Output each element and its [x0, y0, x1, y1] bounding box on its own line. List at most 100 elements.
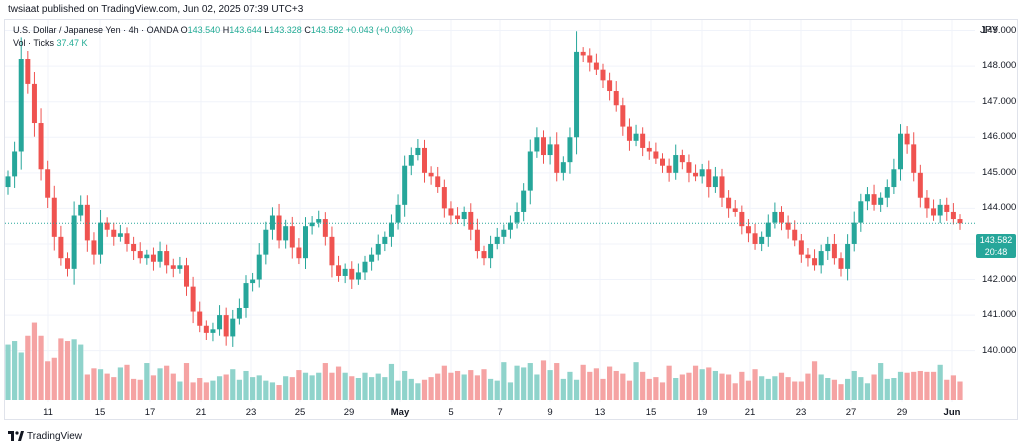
candle[interactable] [574, 31, 580, 155]
candle[interactable] [322, 212, 328, 246]
candle[interactable] [38, 108, 44, 181]
candle[interactable] [666, 158, 672, 182]
candle[interactable] [924, 190, 930, 218]
candle[interactable] [170, 258, 176, 278]
candle[interactable] [157, 241, 163, 268]
candle[interactable] [798, 234, 804, 263]
candle[interactable] [838, 252, 844, 277]
candle[interactable] [937, 198, 943, 224]
candle[interactable] [184, 257, 189, 296]
candle[interactable] [745, 219, 751, 243]
candle[interactable] [640, 127, 646, 157]
candle[interactable] [494, 227, 500, 250]
candle[interactable] [507, 215, 513, 239]
candle[interactable] [104, 217, 110, 237]
candle[interactable] [230, 309, 236, 347]
candle[interactable] [878, 192, 884, 212]
candle[interactable] [131, 236, 137, 260]
candle[interactable] [342, 263, 348, 284]
candle[interactable] [58, 225, 64, 266]
candle[interactable] [441, 179, 447, 218]
candle[interactable] [336, 255, 342, 282]
candle[interactable] [706, 160, 712, 198]
candle[interactable] [164, 244, 170, 274]
candle[interactable] [12, 141, 18, 188]
candle[interactable] [481, 245, 487, 266]
candle[interactable] [474, 218, 480, 259]
candle[interactable] [858, 193, 864, 232]
candle[interactable] [686, 154, 692, 183]
candle[interactable] [607, 72, 613, 101]
candle[interactable] [263, 221, 269, 265]
candle[interactable] [468, 203, 474, 241]
candle[interactable] [825, 236, 831, 260]
candle[interactable] [316, 210, 322, 228]
candle[interactable] [765, 214, 771, 247]
candle[interactable] [111, 222, 117, 246]
candle[interactable] [18, 37, 24, 170]
candle[interactable] [250, 272, 256, 292]
tradingview-brand[interactable]: TradingView [8, 431, 82, 442]
candle[interactable] [45, 160, 51, 209]
candle[interactable] [646, 141, 652, 160]
candle[interactable] [91, 232, 97, 265]
candle[interactable] [779, 206, 784, 231]
candle[interactable] [217, 305, 223, 336]
candle[interactable] [626, 118, 632, 151]
candle[interactable] [303, 217, 308, 270]
candle[interactable] [931, 199, 937, 221]
candle[interactable] [726, 190, 732, 218]
candle[interactable] [369, 247, 375, 271]
candle[interactable] [210, 322, 216, 342]
candle[interactable] [732, 200, 738, 217]
candle[interactable] [521, 183, 527, 222]
candle[interactable] [435, 166, 441, 193]
candle[interactable] [805, 248, 811, 267]
candle[interactable] [560, 156, 566, 181]
candle[interactable] [739, 205, 745, 235]
candle[interactable] [673, 144, 679, 180]
candle[interactable] [917, 164, 923, 208]
candle[interactable] [871, 184, 877, 211]
candle[interactable] [137, 242, 143, 264]
candle[interactable] [289, 216, 295, 259]
candle[interactable] [31, 71, 37, 137]
candle[interactable] [845, 234, 851, 281]
candle[interactable] [884, 179, 890, 208]
candle[interactable] [554, 132, 560, 182]
candle[interactable] [693, 164, 699, 182]
candle[interactable] [408, 147, 414, 176]
candle[interactable] [534, 127, 540, 158]
candle[interactable] [567, 127, 573, 174]
candle[interactable] [190, 276, 196, 324]
candle[interactable] [51, 185, 57, 251]
candle[interactable] [98, 209, 104, 264]
candle[interactable] [851, 211, 857, 252]
candle[interactable] [415, 139, 421, 161]
candle[interactable] [177, 256, 183, 274]
candle[interactable] [448, 201, 454, 225]
candle[interactable] [84, 195, 90, 252]
candle[interactable] [587, 48, 593, 72]
candle[interactable] [864, 187, 870, 211]
candle[interactable] [699, 163, 705, 184]
candle[interactable] [792, 220, 798, 247]
candle[interactable] [633, 124, 639, 147]
candle[interactable] [613, 81, 619, 112]
chart-plot-area[interactable] [5, 20, 975, 402]
candle[interactable] [296, 238, 302, 265]
candle[interactable] [541, 130, 546, 164]
candle[interactable] [514, 202, 520, 229]
candle[interactable] [388, 214, 394, 247]
candle[interactable] [593, 53, 599, 76]
candle[interactable] [71, 201, 77, 285]
candle[interactable] [402, 155, 408, 217]
candle[interactable] [5, 170, 11, 195]
candle[interactable] [580, 47, 586, 63]
candle[interactable] [243, 275, 249, 318]
candle[interactable] [150, 247, 156, 271]
candle[interactable] [785, 215, 791, 239]
candle[interactable] [428, 166, 434, 185]
candle[interactable] [283, 219, 289, 249]
candle[interactable] [501, 224, 507, 244]
